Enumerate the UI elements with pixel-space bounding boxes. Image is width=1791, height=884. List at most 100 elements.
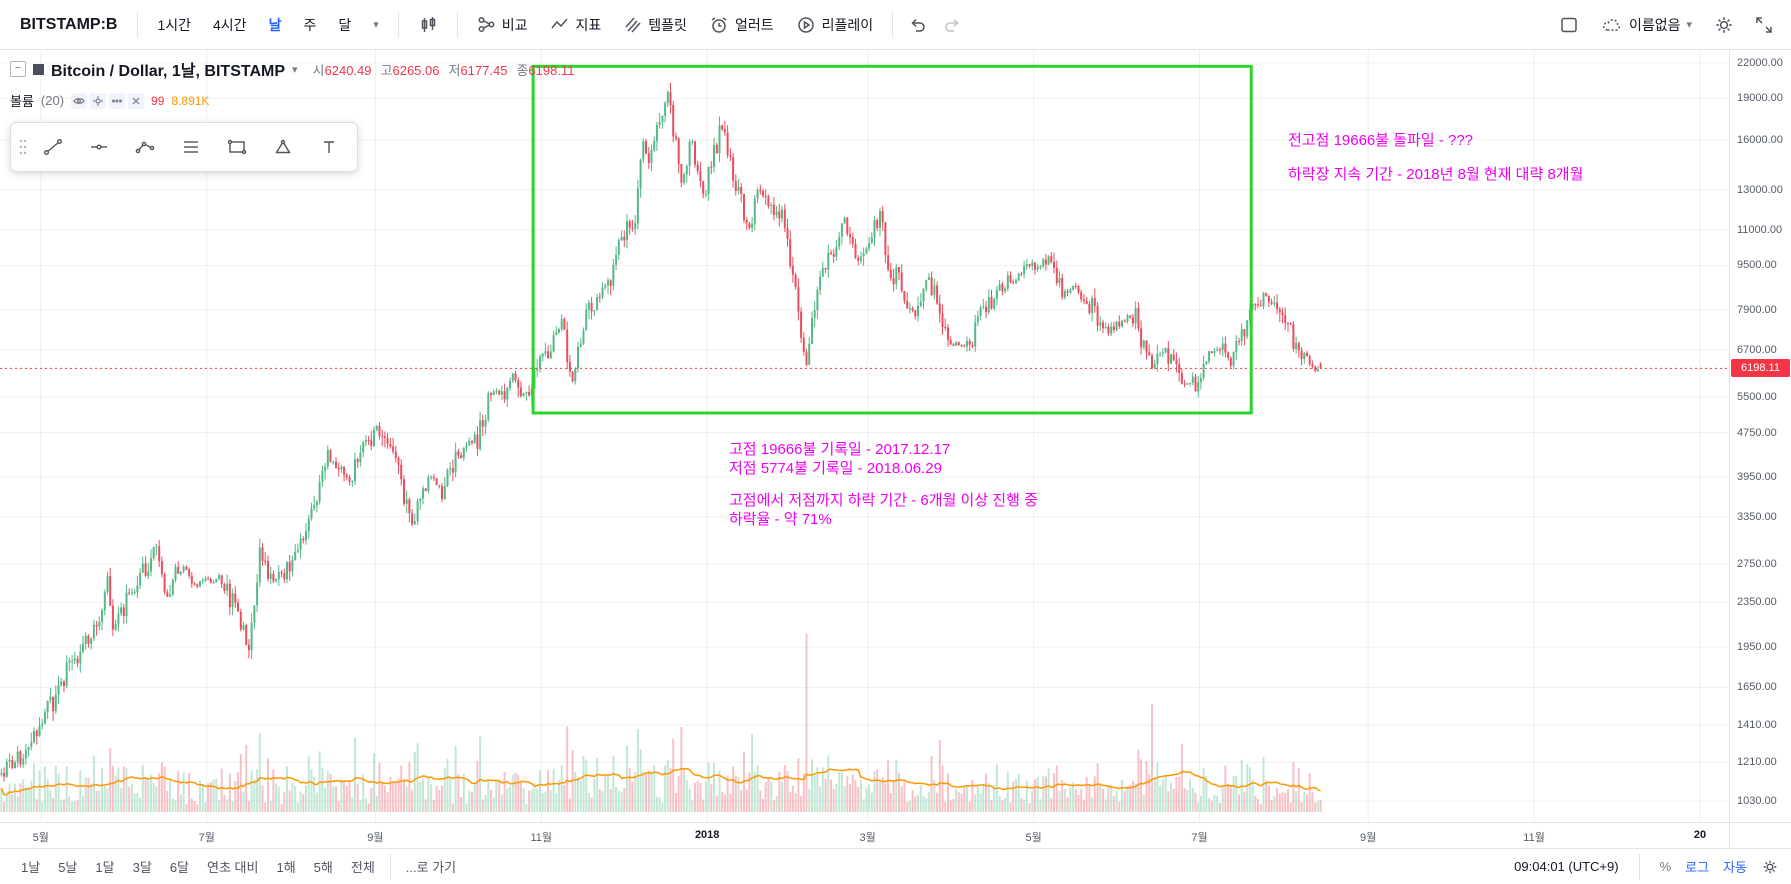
chevron-down-icon[interactable]: ▾ xyxy=(292,63,298,76)
annotation-line[interactable]: 하락율 - 약 71% xyxy=(729,511,832,528)
time-axis-label: 5월 xyxy=(32,832,49,844)
annotation-line[interactable]: 전고점 19666불 돌파일 - ??? xyxy=(1288,132,1474,149)
compare-icon xyxy=(478,17,495,32)
horizontal-line-tool[interactable] xyxy=(76,126,122,168)
time-axis-label: 7월 xyxy=(198,832,215,844)
price-axis-label: 11000.00 xyxy=(1737,224,1783,237)
compare-button[interactable]: 비교 xyxy=(468,9,537,41)
series-style-icon[interactable] xyxy=(33,63,44,75)
indicators-icon xyxy=(550,18,568,28)
range-button[interactable]: 1해 xyxy=(276,860,296,875)
rectangle-tool[interactable] xyxy=(214,126,260,168)
text-icon xyxy=(324,141,334,153)
range-button[interactable]: 6달 xyxy=(169,860,190,875)
parallel-channel-tool[interactable] xyxy=(168,126,214,168)
price-axis-label: 3350.00 xyxy=(1737,510,1777,523)
undo-button[interactable] xyxy=(903,11,933,39)
gear-icon[interactable] xyxy=(90,92,107,109)
divider xyxy=(456,11,458,38)
volume-indicator-label[interactable]: 볼륨 xyxy=(10,94,34,109)
interval-1h-button[interactable]: 1시간 xyxy=(157,16,192,33)
range-button[interactable]: 5날 xyxy=(58,860,78,875)
undo-icon xyxy=(911,18,925,32)
polyline-icon xyxy=(135,141,155,154)
log-scale-button[interactable]: 로그 xyxy=(1685,860,1710,875)
interval-menu-caret[interactable]: ▾ xyxy=(364,12,388,37)
chart-title[interactable]: Bitcoin / Dollar, 1날, BITSTAMP xyxy=(51,63,286,80)
trend-line-tool[interactable] xyxy=(30,126,76,168)
interval-1w-button[interactable]: 주 xyxy=(303,16,317,33)
chart-type-button[interactable] xyxy=(409,9,447,41)
alerts-button[interactable]: 얼러트 xyxy=(700,9,783,41)
close-label: 종 xyxy=(516,62,529,78)
open-label: 시 xyxy=(312,62,325,78)
chart-plot-area[interactable]: − Bitcoin / Dollar, 1날, BITSTAMP ▾ 시6240… xyxy=(0,50,1729,822)
scale-settings-button[interactable] xyxy=(1761,858,1779,876)
close-icon[interactable] xyxy=(128,92,145,109)
drag-handle[interactable] xyxy=(16,132,30,162)
chevron-down-icon: ▾ xyxy=(373,19,379,31)
annotation-line[interactable]: 고점 19666불 기록일 - 2017.12.17 xyxy=(729,441,951,458)
annotation-line[interactable]: 고점에서 저점까지 하락 기간 - 6개월 이상 진행 중 xyxy=(729,492,1038,509)
redo-icon xyxy=(945,18,959,32)
low-label: 저 xyxy=(448,62,461,78)
auto-scale-button[interactable]: 자동 xyxy=(1723,860,1747,875)
volume-param: (20) xyxy=(40,93,65,108)
fullscreen-button[interactable] xyxy=(1747,8,1781,42)
time-axis[interactable]: 5월 7월 9월 11월 2018 3월 5월 7월 9월 11월 20 xyxy=(0,822,1729,848)
more-icon[interactable] xyxy=(109,92,126,109)
templates-button[interactable]: 템플릿 xyxy=(614,9,696,41)
horizontal-line-icon xyxy=(91,144,107,150)
range-button[interactable]: 5해 xyxy=(313,860,333,875)
price-axis-label: 2750.00 xyxy=(1737,558,1777,571)
range-button[interactable]: 1날 xyxy=(21,860,41,875)
rectangle-icon xyxy=(227,139,247,155)
candles xyxy=(0,82,1322,782)
indicators-label: 지표 xyxy=(575,16,602,33)
range-button[interactable]: 연초 대비 xyxy=(207,860,259,875)
top-toolbar-right: 이름없음 ▾ xyxy=(1552,8,1781,42)
indicator-buttons xyxy=(71,92,145,109)
text-tool[interactable] xyxy=(306,126,352,168)
legend-collapse-button[interactable]: − xyxy=(10,61,26,77)
interval-1m-button[interactable]: 달 xyxy=(338,16,352,33)
redo-button[interactable] xyxy=(937,11,967,39)
eye-icon[interactable] xyxy=(71,92,88,109)
volume-bars xyxy=(0,634,1322,812)
price-axis-label: 1950.00 xyxy=(1737,641,1777,654)
polyline-tool[interactable] xyxy=(122,126,168,168)
range-button[interactable]: 1달 xyxy=(95,860,115,875)
high-label: 고 xyxy=(380,62,393,78)
high-value: 6265.06 xyxy=(392,62,440,78)
range-button[interactable]: 전체 xyxy=(350,860,375,875)
layout-name-button[interactable]: 이름없음 ▾ xyxy=(1592,9,1701,41)
open-value: 6240.49 xyxy=(324,62,372,78)
drawing-toolbar xyxy=(10,122,358,172)
layout-select-button[interactable] xyxy=(1552,9,1586,41)
triangle-pattern-tool[interactable] xyxy=(260,126,306,168)
annotation-line[interactable]: 하락장 지속 기간 - 2018년 8월 현재 대략 8개월 xyxy=(1288,166,1584,183)
interval-1d-button[interactable]: 날 xyxy=(268,16,282,33)
range-buttons: 1날 5날 1달 3달 6달 연초 대비 1해 5해 전체 xyxy=(12,853,384,880)
range-button[interactable]: 3달 xyxy=(132,860,152,875)
goto-date-button[interactable]: ...로 가기 xyxy=(405,860,457,875)
divider xyxy=(892,11,894,38)
drawing-text-annotation[interactable]: 전고점 19666불 돌파일 - ??? 하락장 지속 기간 - 2018년 8… xyxy=(1288,124,1583,192)
clock[interactable]: 09:04:01 (UTC+9) xyxy=(1514,859,1619,874)
drawing-text-annotation[interactable]: 고점 19666불 기록일 - 2017.12.17 저점 5774불 기록일 … xyxy=(729,440,1038,529)
price-axis-label: 7900.00 xyxy=(1737,303,1777,316)
symbol-button[interactable]: BITSTAMP:B xyxy=(20,15,118,33)
price-axis[interactable]: 6198.11 22000.00 19000.00 16000.00 13000.00… xyxy=(1729,50,1791,822)
drawing-rectangle[interactable] xyxy=(531,64,1253,415)
indicators-button[interactable]: 지표 xyxy=(541,9,611,41)
interval-4h-button[interactable]: 4시간 xyxy=(213,16,247,33)
annotation-line[interactable]: 저점 5774불 기록일 - 2018.06.29 xyxy=(729,460,942,477)
percent-scale-button[interactable]: % xyxy=(1659,859,1672,874)
replay-label: 리플레이 xyxy=(821,16,874,33)
price-axis-label: 1410.00 xyxy=(1737,719,1777,732)
axis-corner xyxy=(1729,822,1791,848)
settings-button[interactable] xyxy=(1707,8,1741,42)
time-axis-label: 9월 xyxy=(1360,832,1377,844)
replay-button[interactable]: 리플레이 xyxy=(787,9,883,41)
replay-icon xyxy=(797,16,814,33)
